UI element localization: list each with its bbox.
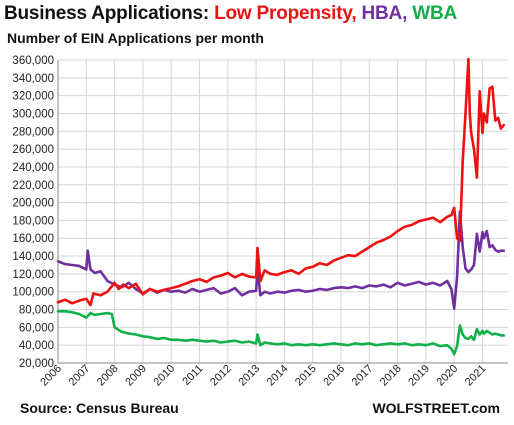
y-tick-label: 120,000	[12, 269, 54, 281]
x-tick-label: 2012	[208, 363, 234, 389]
brand-label: WOLFSTREET.com	[372, 400, 500, 416]
y-tick-label: 220,000	[12, 180, 54, 192]
y-tick-label: 280,000	[12, 126, 54, 138]
x-tick-label: 2021	[463, 363, 489, 389]
series-line-low-propensity	[56, 57, 506, 307]
x-tick-label: 2010	[152, 363, 178, 389]
y-axis: 20,000 40,000 60,000 80,000 100,000 120,000 14…	[12, 55, 54, 370]
y-tick-label: 200,000	[12, 198, 54, 210]
x-tick-label: 2007	[67, 363, 93, 389]
title-low-propensity: Low Propensity,	[214, 3, 357, 24]
x-tick-label: 2019	[406, 363, 432, 389]
x-tick-label: 2015	[293, 363, 319, 389]
series-lines	[56, 57, 506, 356]
x-tick-label: 2013	[236, 363, 262, 389]
x-tick-label: 2009	[123, 363, 149, 389]
x-axis: 2006 2007 2008 2009 2010 2011 2012 2013 2014 2015…	[38, 363, 488, 389]
x-tick-label: 2018	[378, 363, 404, 389]
x-tick-label: 2011	[180, 363, 205, 388]
series-line-wba	[56, 309, 506, 356]
x-tick-label: 2020	[435, 363, 461, 389]
x-tick-label: 2016	[321, 363, 347, 389]
title-hba: HBA,	[361, 3, 408, 24]
y-tick-label: 20,000	[19, 358, 54, 370]
y-tick-label: 100,000	[12, 287, 54, 299]
y-tick-label: 60,000	[19, 322, 54, 334]
y-tick-label: 340,000	[12, 73, 54, 85]
y-tick-label: 320,000	[12, 91, 54, 103]
y-tick-label: 160,000	[12, 233, 54, 245]
y-tick-label: 260,000	[12, 144, 54, 156]
title-wba: WBA	[412, 3, 458, 24]
title-prefix: Business Applications:	[4, 3, 215, 24]
source-note: Source: Census Bureau	[20, 400, 179, 416]
y-tick-label: 180,000	[12, 215, 54, 227]
y-tick-label: 140,000	[12, 251, 54, 263]
y-tick-label: 360,000	[12, 55, 54, 67]
y-tick-label: 80,000	[19, 305, 54, 317]
y-tick-label: 300,000	[12, 108, 54, 120]
x-tick-label: 2014	[265, 363, 291, 389]
x-tick-label: 2017	[350, 363, 376, 389]
grid-lines	[57, 59, 508, 364]
y-tick-label: 40,000	[19, 340, 54, 352]
series-line-hba	[56, 210, 506, 310]
x-tick-label: 2008	[95, 363, 121, 389]
chart-title: Business Applications: Low Propensity, H…	[4, 3, 457, 25]
chart-subtitle: Number of EIN Applications per month	[7, 30, 264, 46]
y-tick-label: 240,000	[12, 162, 54, 174]
